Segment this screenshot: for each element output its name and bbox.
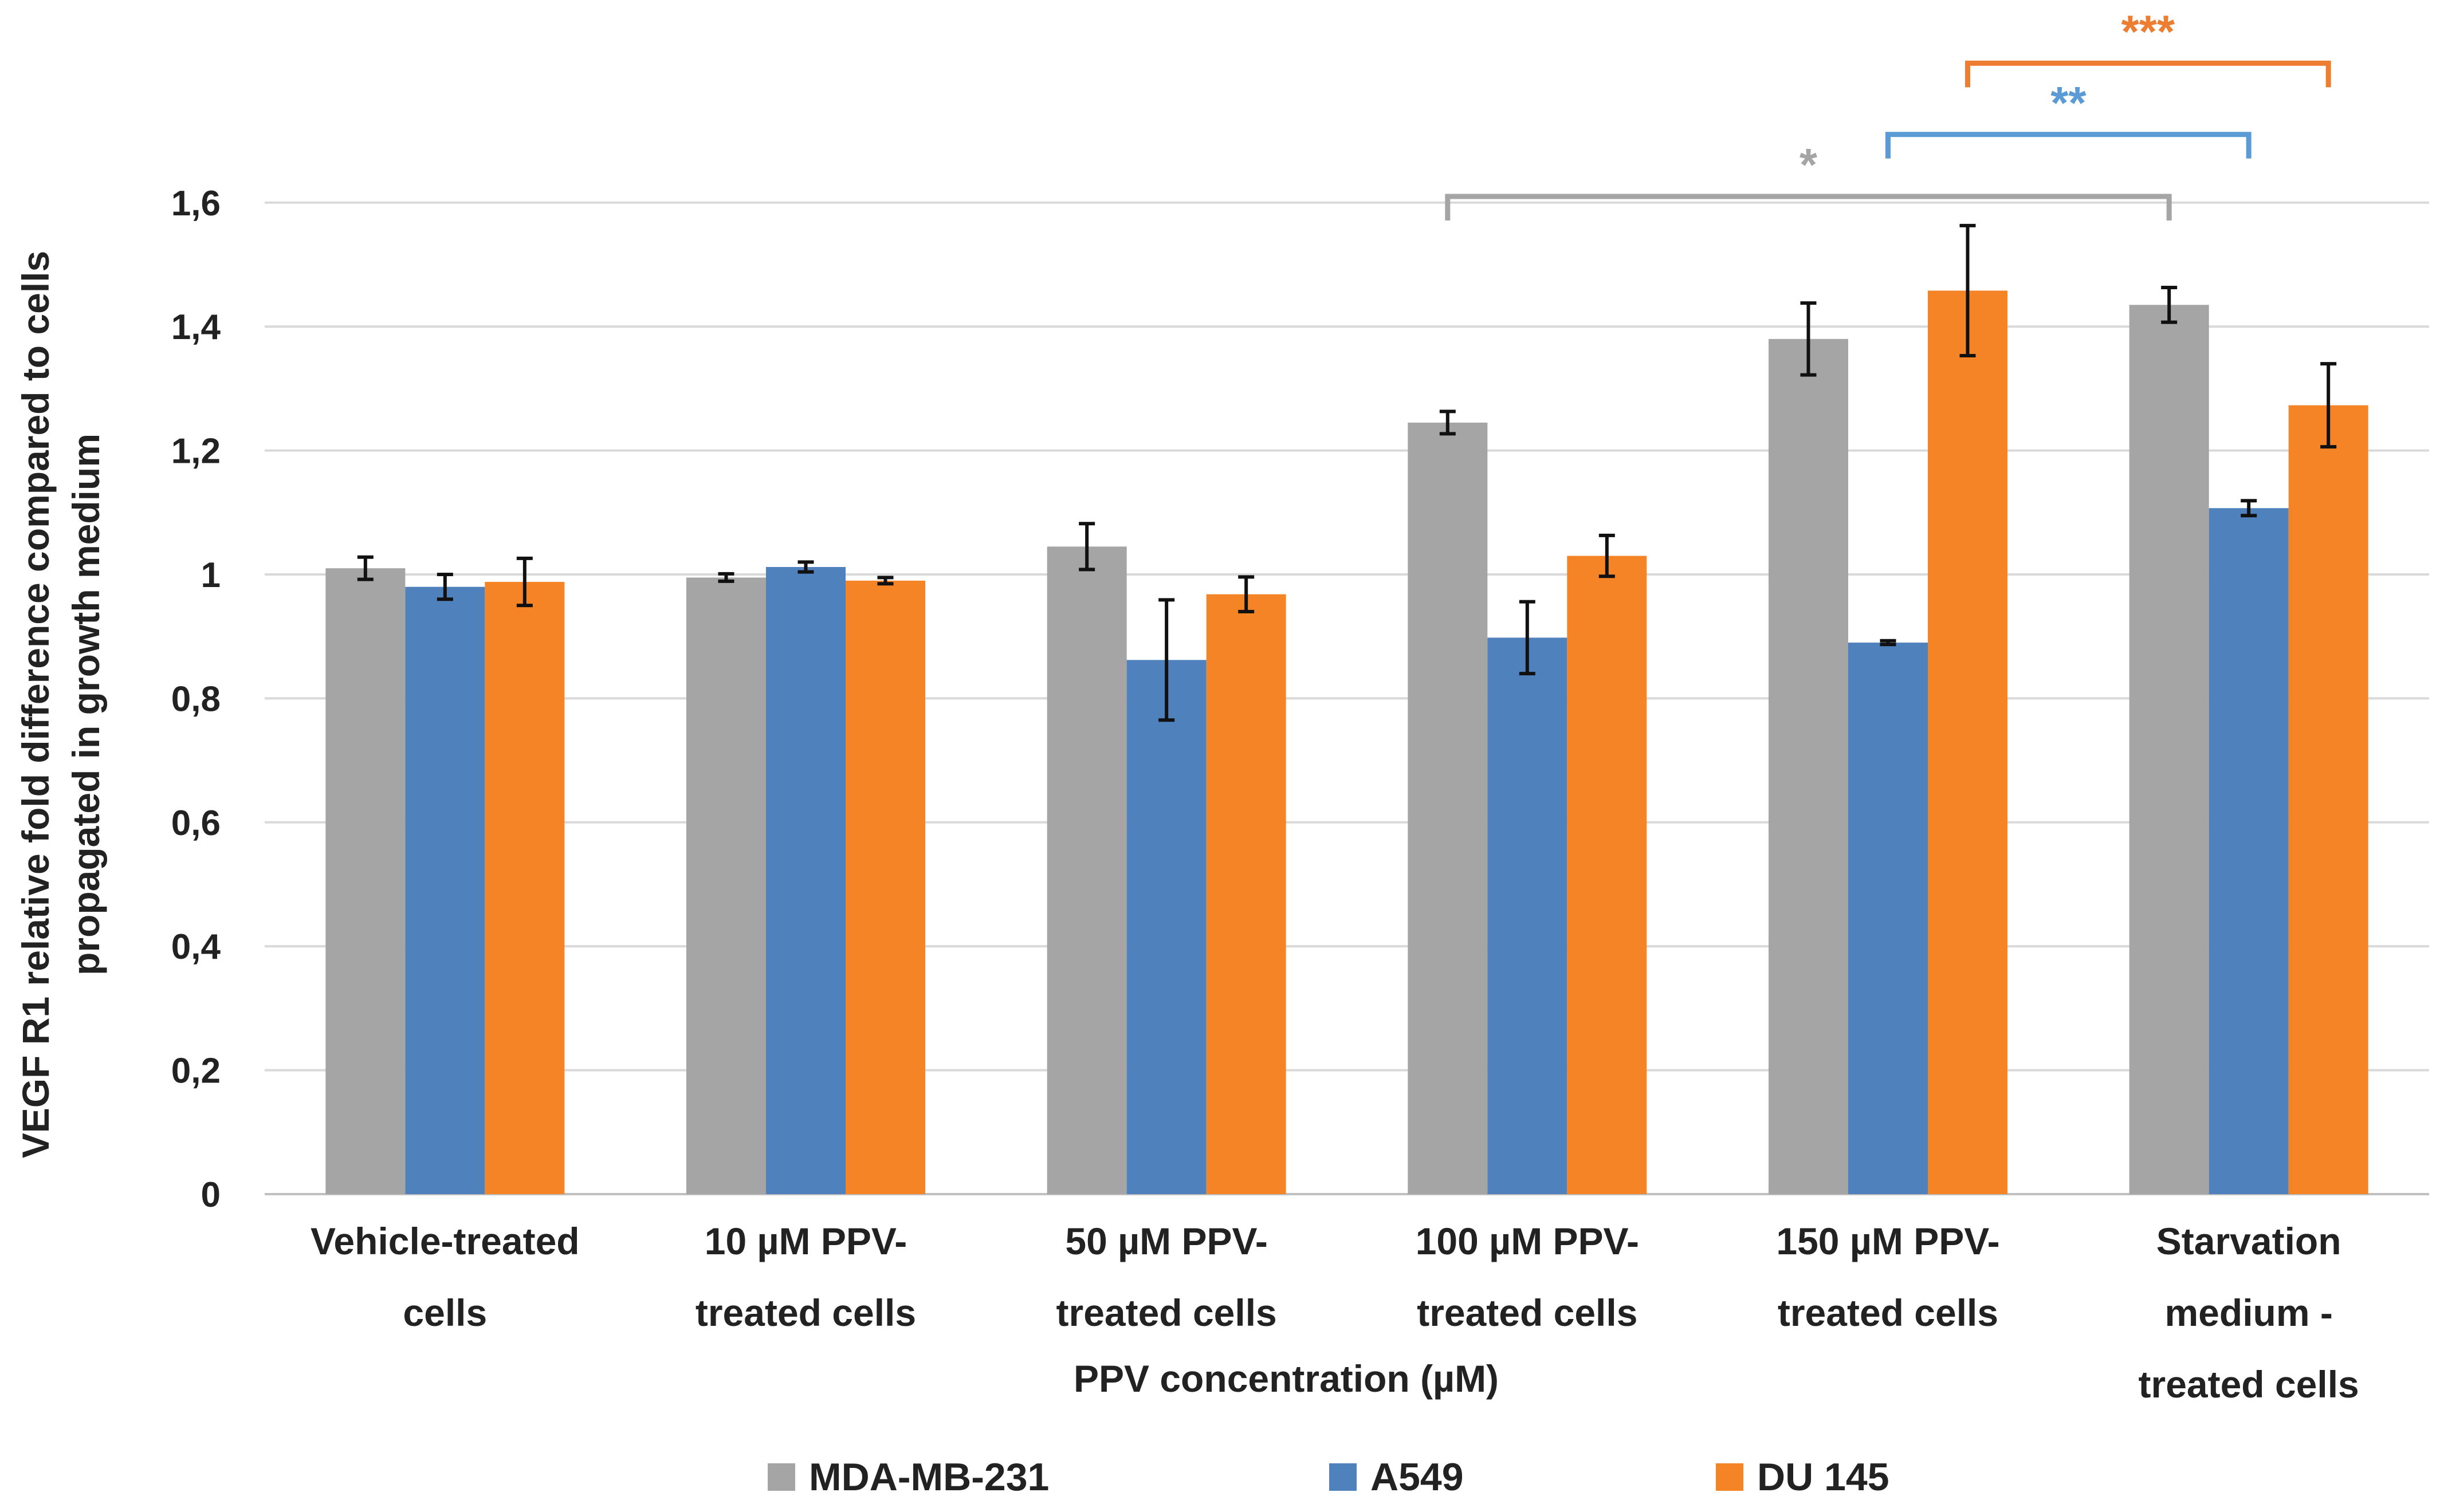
legend-label: A549 (1370, 1455, 1464, 1499)
x-category-label-line: 10 µM PPV- (705, 1220, 907, 1262)
legend: MDA-MB-231 A549 DU 145 (768, 1455, 1889, 1499)
bar-du-145 (1567, 556, 1647, 1194)
x-category-label: 10 µM PPV-treated cells (696, 1220, 916, 1334)
x-category-label-line: 150 µM PPV- (1776, 1220, 1999, 1262)
y-tick-label: 0,4 (171, 927, 221, 967)
error-bars (357, 223, 2337, 722)
x-category-label-line: treated cells (1417, 1292, 1637, 1334)
bar-a549 (766, 567, 846, 1194)
y-tick-label: 1,6 (171, 184, 221, 223)
x-category-label-line: treated cells (1056, 1292, 1277, 1334)
x-category-label-line: treated cells (696, 1292, 916, 1334)
x-category-label: 150 µM PPV-treated cells (1776, 1220, 1999, 1334)
x-category-label: 50 µM PPV-treated cells (1056, 1220, 1277, 1334)
y-tick-label: 1 (201, 556, 221, 595)
y-tick-label: 1,4 (171, 308, 221, 347)
bar-mda-mb-231 (2129, 305, 2209, 1194)
bar-du-145 (1206, 594, 1286, 1194)
legend-swatch (768, 1463, 795, 1491)
x-category-label: Starvation medium - treated cells (2139, 1220, 2359, 1405)
y-tick-label: 0,6 (171, 804, 221, 843)
bar-a549 (2209, 508, 2289, 1194)
bar-du-145 (1928, 290, 2007, 1195)
x-category-label-line: 100 µM PPV- (1416, 1220, 1639, 1262)
x-category-label-line: treated cells (1778, 1292, 1998, 1334)
x-category-label: Vehicle-treated cells (311, 1220, 580, 1334)
x-category-label-line: Vehicle-treated (311, 1220, 580, 1262)
y-axis-title-line: propagated in growth medium (65, 434, 107, 975)
y-tick-label: 0 (201, 1175, 221, 1215)
significance-bracket (1445, 194, 2172, 220)
y-axis-title-line: VEGF R1 relative fold difference compare… (14, 251, 57, 1158)
x-category-label-line: 50 µM PPV- (1065, 1220, 1268, 1262)
bar-mda-mb-231 (1047, 546, 1127, 1194)
x-category-label-line: cells (403, 1292, 487, 1334)
bar-a549 (405, 586, 485, 1194)
x-category-label: 100 µM PPV-treated cells (1416, 1220, 1639, 1334)
y-axis-ticks: 0 0,2 0,4 0,6 0,8 1 1,2 1,4 1,6 (171, 184, 221, 1215)
bar-mda-mb-231 (1769, 338, 1848, 1194)
y-tick-label: 0,8 (171, 679, 221, 719)
bar-mda-mb-231 (686, 577, 766, 1195)
grid-lines (265, 201, 2429, 1195)
significance-label: ** (2050, 77, 2087, 128)
bar-a549 (1126, 660, 1207, 1194)
legend-label: MDA-MB-231 (809, 1455, 1049, 1499)
significance-brackets: ****** (1445, 6, 2331, 220)
significance-bracket (1965, 60, 2331, 88)
significance-label: *** (2121, 6, 2175, 57)
x-axis-categories: Vehicle-treated cells 10 µM PPV-treated ce… (311, 1220, 2359, 1405)
bar-mda-mb-231 (325, 568, 406, 1195)
significance-label: * (1799, 139, 1818, 190)
bar-mda-mb-231 (1408, 422, 1488, 1195)
bar-a549 (1848, 643, 1928, 1194)
x-category-label-line: Starvation (2156, 1220, 2341, 1262)
y-tick-label: 1,2 (171, 432, 221, 471)
bars (325, 290, 2368, 1195)
legend-swatch (1716, 1463, 1743, 1491)
y-axis-title: VEGF R1 relative fold difference compare… (14, 251, 107, 1158)
y-tick-label: 0,2 (171, 1052, 221, 1091)
significance-bracket (1885, 132, 2252, 159)
legend-swatch (1329, 1463, 1357, 1491)
x-category-label-line: medium - (2164, 1292, 2332, 1334)
legend-label: DU 145 (1757, 1455, 1889, 1499)
bar-du-145 (2288, 405, 2368, 1194)
x-category-label-line: treated cells (2139, 1363, 2359, 1405)
bar-du-145 (485, 581, 565, 1194)
x-axis-title: PPV concentration (µM) (1074, 1357, 1499, 1400)
bar-a549 (1487, 637, 1567, 1194)
bar-du-145 (846, 580, 925, 1194)
